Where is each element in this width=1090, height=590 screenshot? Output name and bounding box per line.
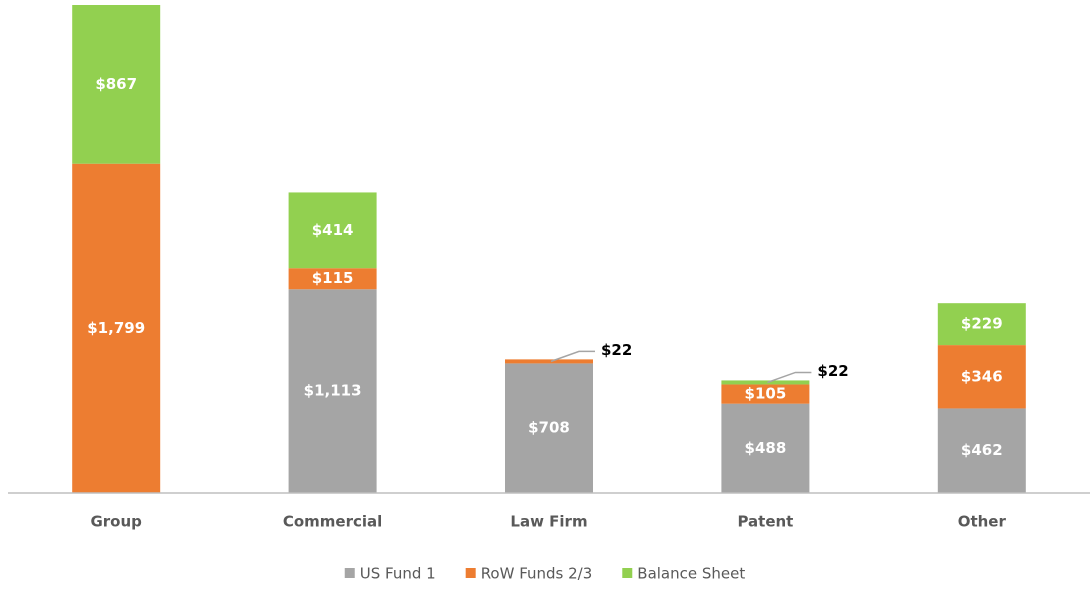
x-tick-label: Patent	[737, 513, 793, 531]
data-label: $1,113	[304, 382, 362, 400]
bar-segment	[505, 359, 593, 364]
data-label: $115	[312, 269, 354, 287]
data-label: $229	[961, 315, 1003, 333]
leader-line	[767, 371, 812, 384]
bar-segment	[721, 380, 810, 385]
legend-swatch	[622, 568, 633, 578]
bar-segment	[937, 303, 1026, 346]
legend-label: US Fund 1	[360, 565, 436, 583]
bar-segment	[721, 384, 810, 404]
data-label: $22	[601, 341, 632, 359]
bar-segment	[937, 345, 1026, 409]
data-label: $105	[745, 385, 787, 403]
bar-segment	[937, 408, 1026, 493]
leader-line	[550, 350, 595, 363]
bar-segment	[288, 289, 377, 493]
x-tick-label: Commercial	[283, 513, 382, 531]
bar-segment	[505, 363, 593, 493]
data-label: $867	[95, 75, 137, 93]
data-label: $1,799	[87, 319, 145, 337]
data-label: $708	[528, 419, 570, 437]
legend-label: Balance Sheet	[637, 565, 745, 583]
data-label: $346	[961, 367, 1003, 385]
bar-segment	[288, 268, 377, 290]
x-tick-label: Group	[90, 513, 142, 531]
legend-swatch	[465, 568, 476, 578]
data-label: $488	[745, 439, 787, 457]
x-tick-label: Other	[958, 513, 1007, 531]
data-label: $462	[961, 441, 1003, 459]
bar-segment	[72, 5, 161, 164]
data-label: $414	[312, 221, 354, 239]
bar-segment	[72, 163, 161, 493]
legend-swatch	[344, 568, 355, 578]
data-label: $22	[817, 362, 848, 380]
bar-segment	[288, 192, 377, 269]
bar-segment	[721, 403, 810, 493]
x-tick-label: Law Firm	[510, 513, 587, 531]
legend-label: RoW Funds 2/3	[481, 565, 593, 583]
